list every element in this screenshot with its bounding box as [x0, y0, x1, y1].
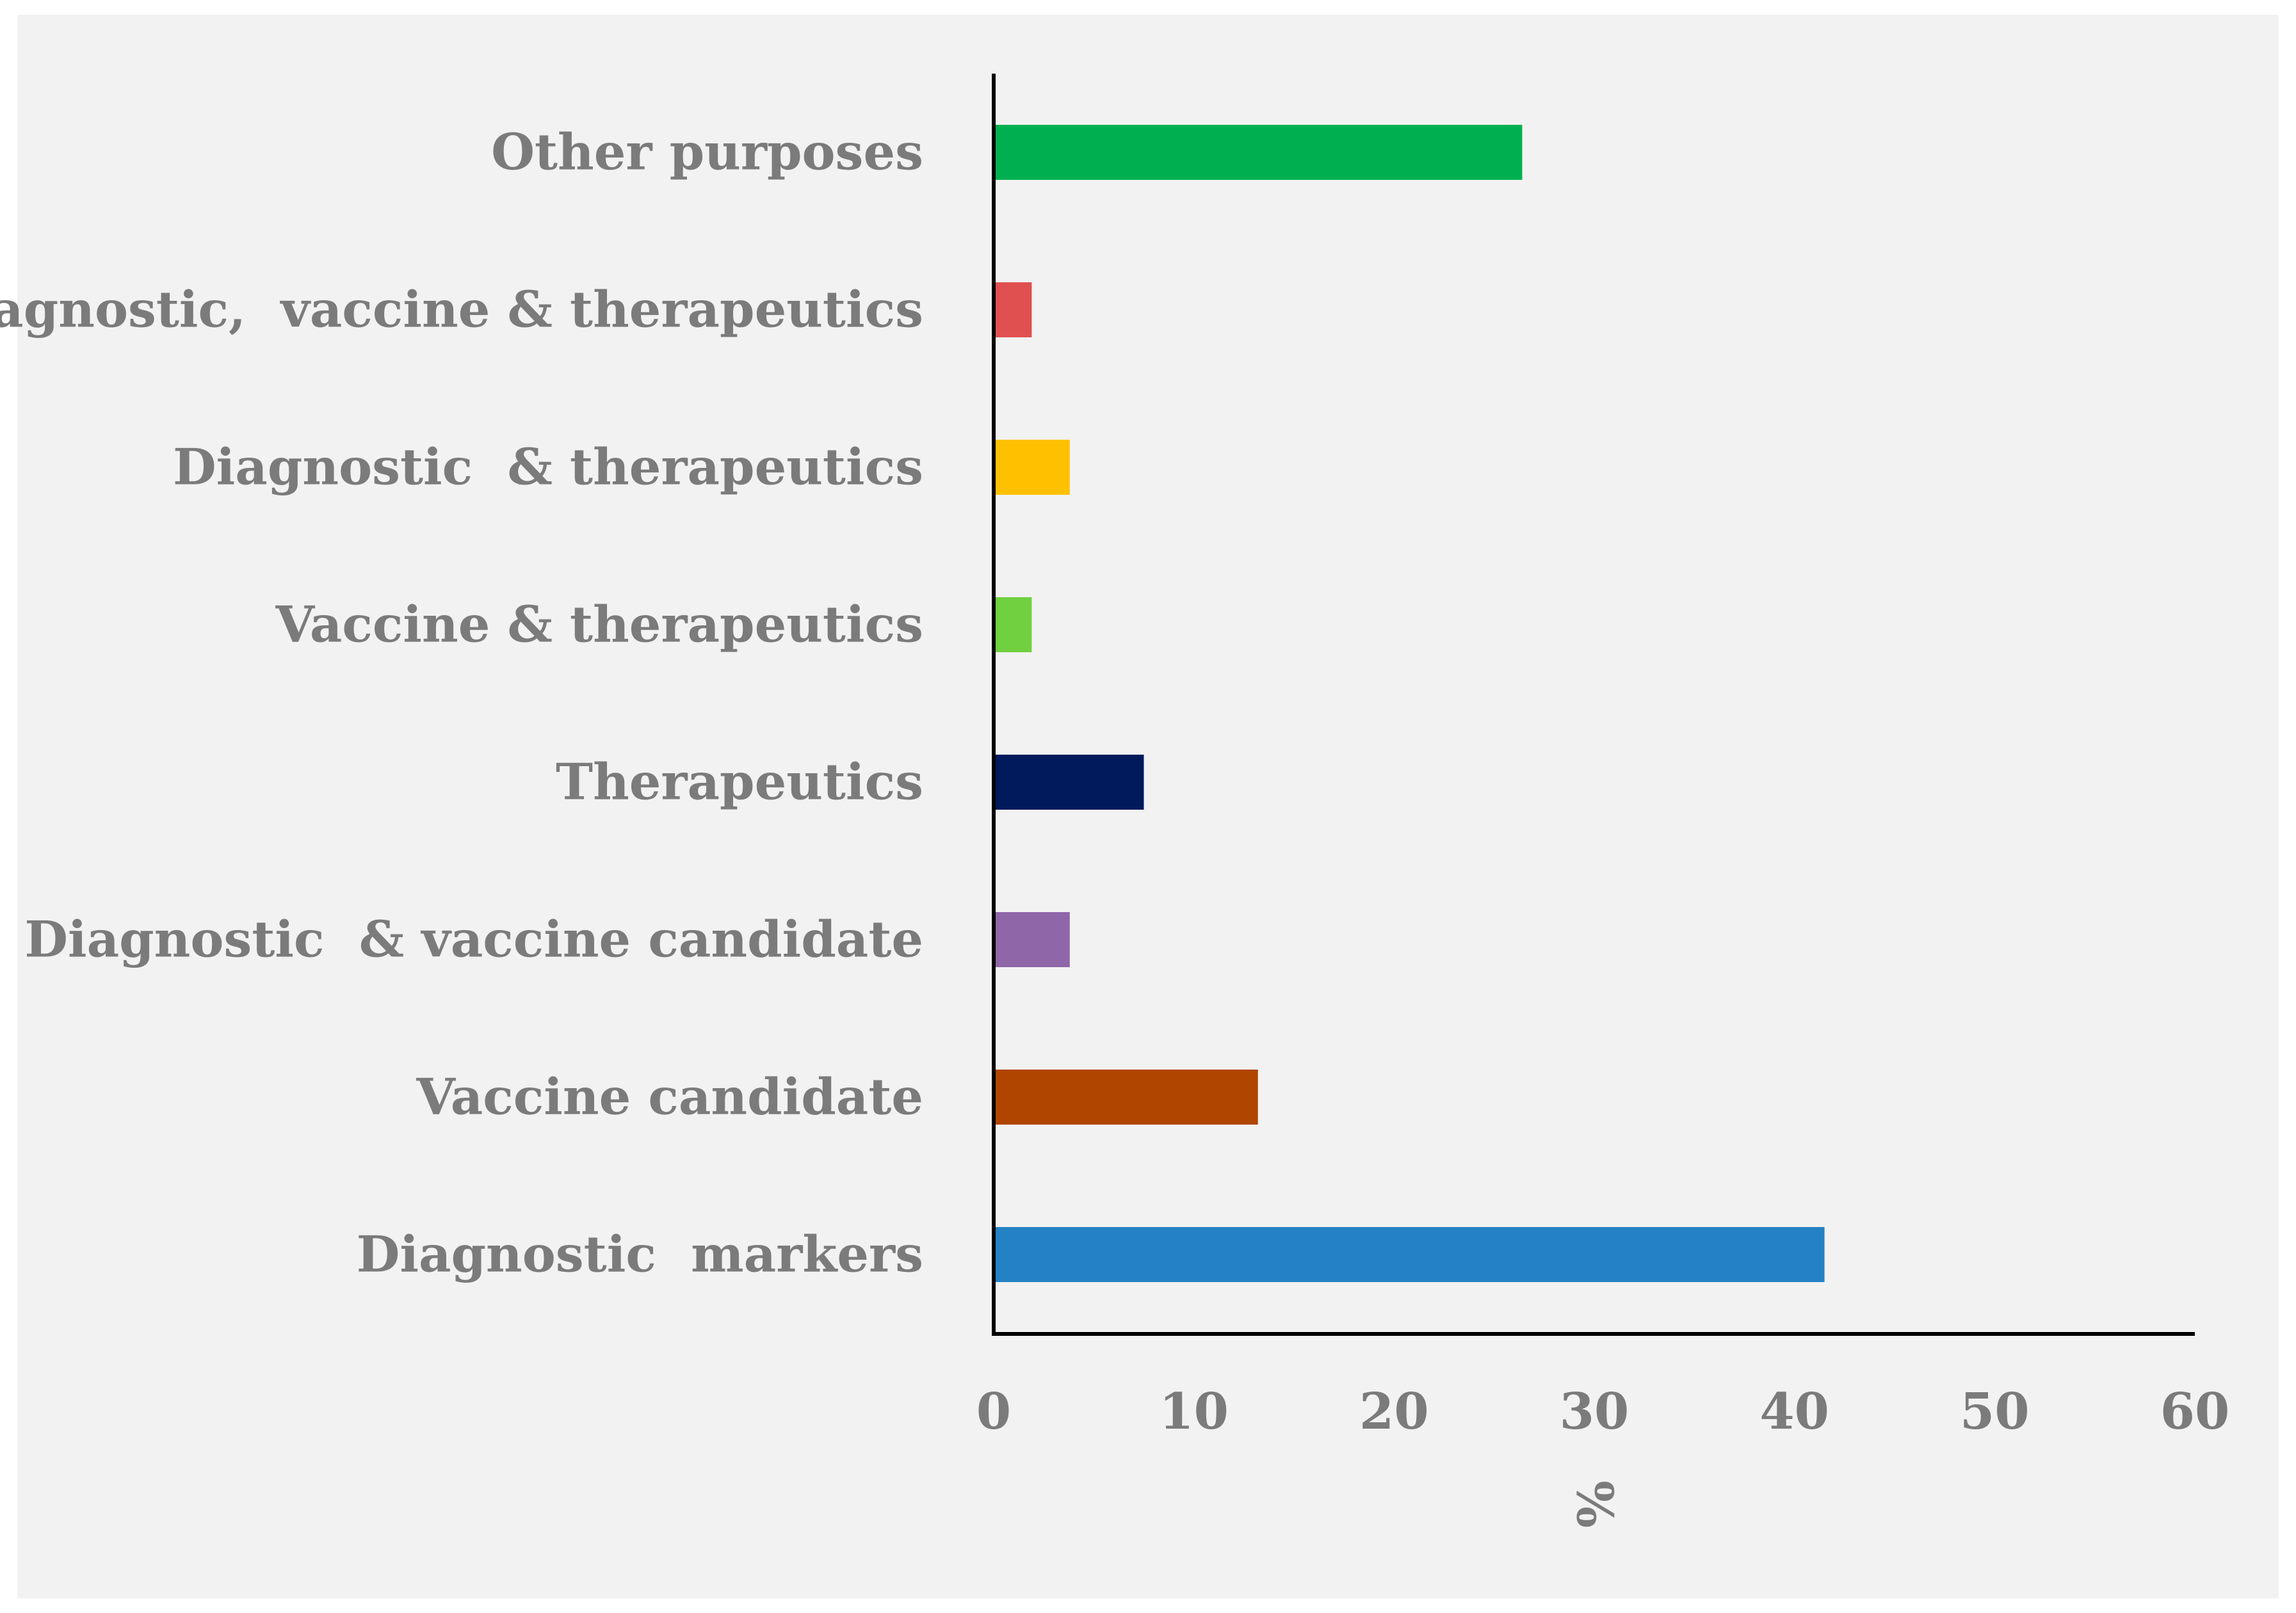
category-label-7: Diagnostic markers: [357, 1226, 923, 1284]
x-tick-label-2: 20: [1359, 1383, 1429, 1441]
bar-5: [994, 912, 1070, 967]
category-label-6: Vaccine candidate: [416, 1068, 923, 1127]
category-label-4: Therapeutics: [556, 753, 923, 812]
bars-group: [994, 125, 1825, 1282]
bar-0: [994, 125, 1523, 180]
bar-4: [994, 755, 1144, 810]
category-label-0: Other purposes: [491, 124, 923, 182]
x-tick-label-6: 60: [2160, 1383, 2230, 1441]
category-labels: Other purposes Diagnostic, vaccine & ther…: [0, 124, 923, 1284]
category-label-5: Diagnostic & vaccine candidate: [24, 911, 923, 969]
x-axis-title: %: [1565, 1481, 1624, 1528]
category-label-1: Diagnostic, vaccine & therapeutics: [0, 281, 923, 339]
x-tick-label-3: 30: [1560, 1383, 1629, 1441]
bar-6: [994, 1070, 1258, 1125]
x-tick-labels: 0 10 20 30 40 50 60: [976, 1383, 2229, 1441]
x-tick-label-4: 40: [1759, 1383, 1829, 1441]
bar-2: [994, 440, 1070, 495]
chart-background: [17, 15, 2279, 1598]
x-tick-label-1: 10: [1159, 1383, 1229, 1441]
x-tick-label-0: 0: [976, 1383, 1011, 1441]
bar-7: [994, 1227, 1825, 1282]
category-label-3: Vaccine & therapeutics: [275, 596, 923, 654]
bar-3: [994, 597, 1032, 652]
bar-1: [994, 282, 1032, 337]
x-tick-label-5: 50: [1960, 1383, 2030, 1441]
category-label-2: Diagnostic & therapeutics: [173, 438, 923, 497]
